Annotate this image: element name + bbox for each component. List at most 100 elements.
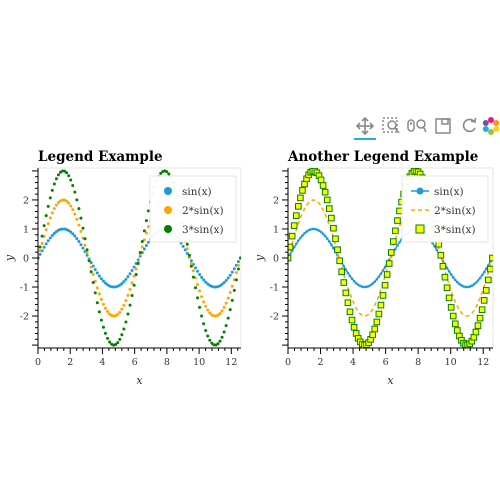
active-tool-indicator [354,138,376,140]
data-point [181,244,185,248]
data-point [204,304,208,308]
data-point [328,240,331,243]
data-point [330,243,333,246]
data-point [460,284,463,287]
data-point [292,212,300,219]
data-point [371,282,374,285]
data-point [317,176,325,184]
data-point [118,310,122,314]
data-point [85,250,89,254]
legend-glyph [415,224,425,234]
data-point [472,283,476,286]
data-point [95,271,99,275]
data-point [114,343,118,347]
data-point [288,232,296,240]
data-point [144,231,148,235]
data-point [346,271,350,275]
data-point [464,285,467,289]
data-point [369,331,376,339]
data-point [204,328,208,332]
data-point [89,270,93,274]
legend: sin(x) 2*sin(x) 3*sin(x) [401,175,489,243]
data-point [93,291,97,295]
series-line [288,199,493,317]
data-point [476,314,484,322]
data-point [466,285,469,289]
data-point [332,246,335,250]
data-point [321,232,325,236]
y-tick-label: 1 [23,224,29,235]
data-point [367,284,370,288]
data-point [226,276,230,280]
data-point [321,188,329,196]
data-point [210,341,214,345]
data-point [138,250,142,254]
data-point [470,284,474,288]
data-point [144,244,148,248]
data-point [292,245,296,249]
box-zoom-tool[interactable] [378,112,404,140]
reset-tool[interactable] [456,112,482,140]
data-point [350,324,358,331]
data-point [334,246,341,254]
box-zoom-icon [381,116,401,136]
data-point [99,318,103,322]
data-point [474,281,478,284]
data-point [108,312,112,316]
data-point [222,305,226,309]
pan-tool[interactable] [352,112,378,140]
save-tool[interactable] [430,112,456,140]
data-point [83,243,87,247]
y-axis-label: y [253,254,266,262]
bokeh-logo-icon [481,116,500,136]
data-point [97,274,101,278]
data-point [375,310,383,318]
data-point [224,324,228,328]
data-point [202,278,206,282]
x-tick-label: 12 [477,357,489,368]
data-point [165,170,169,174]
data-point [381,281,389,289]
data-point [228,290,232,294]
data-point [228,308,232,312]
wheel-zoom-tool[interactable] [404,112,430,140]
data-point [128,287,132,291]
data-point [73,212,77,216]
data-point [75,198,79,202]
x-tick-label: 4 [99,357,105,368]
data-point [344,299,352,307]
data-point [437,251,445,259]
data-point [449,312,457,320]
data-point [196,296,200,300]
data-point [487,265,493,273]
help-tool[interactable] [478,112,500,140]
data-point [224,279,228,283]
data-point [136,262,140,266]
data-point [71,232,75,236]
data-point [63,169,67,173]
data-point [433,245,436,248]
data-point [122,280,126,284]
save-icon [433,116,453,136]
data-point [52,207,56,211]
y-axis-label: y [3,254,16,262]
data-point [218,339,222,343]
data-point [206,334,210,338]
data-point [232,267,236,271]
data-point [95,301,99,305]
legend-label: sin(x) [182,186,212,198]
data-point [95,286,99,290]
data-point [69,178,73,182]
data-point [101,325,105,329]
data-point [142,238,146,242]
data-point [336,257,343,265]
data-point [236,267,240,271]
data-point [295,203,302,210]
data-point [453,278,457,282]
data-point [91,281,95,285]
data-point [323,196,331,204]
data-point [323,234,327,238]
